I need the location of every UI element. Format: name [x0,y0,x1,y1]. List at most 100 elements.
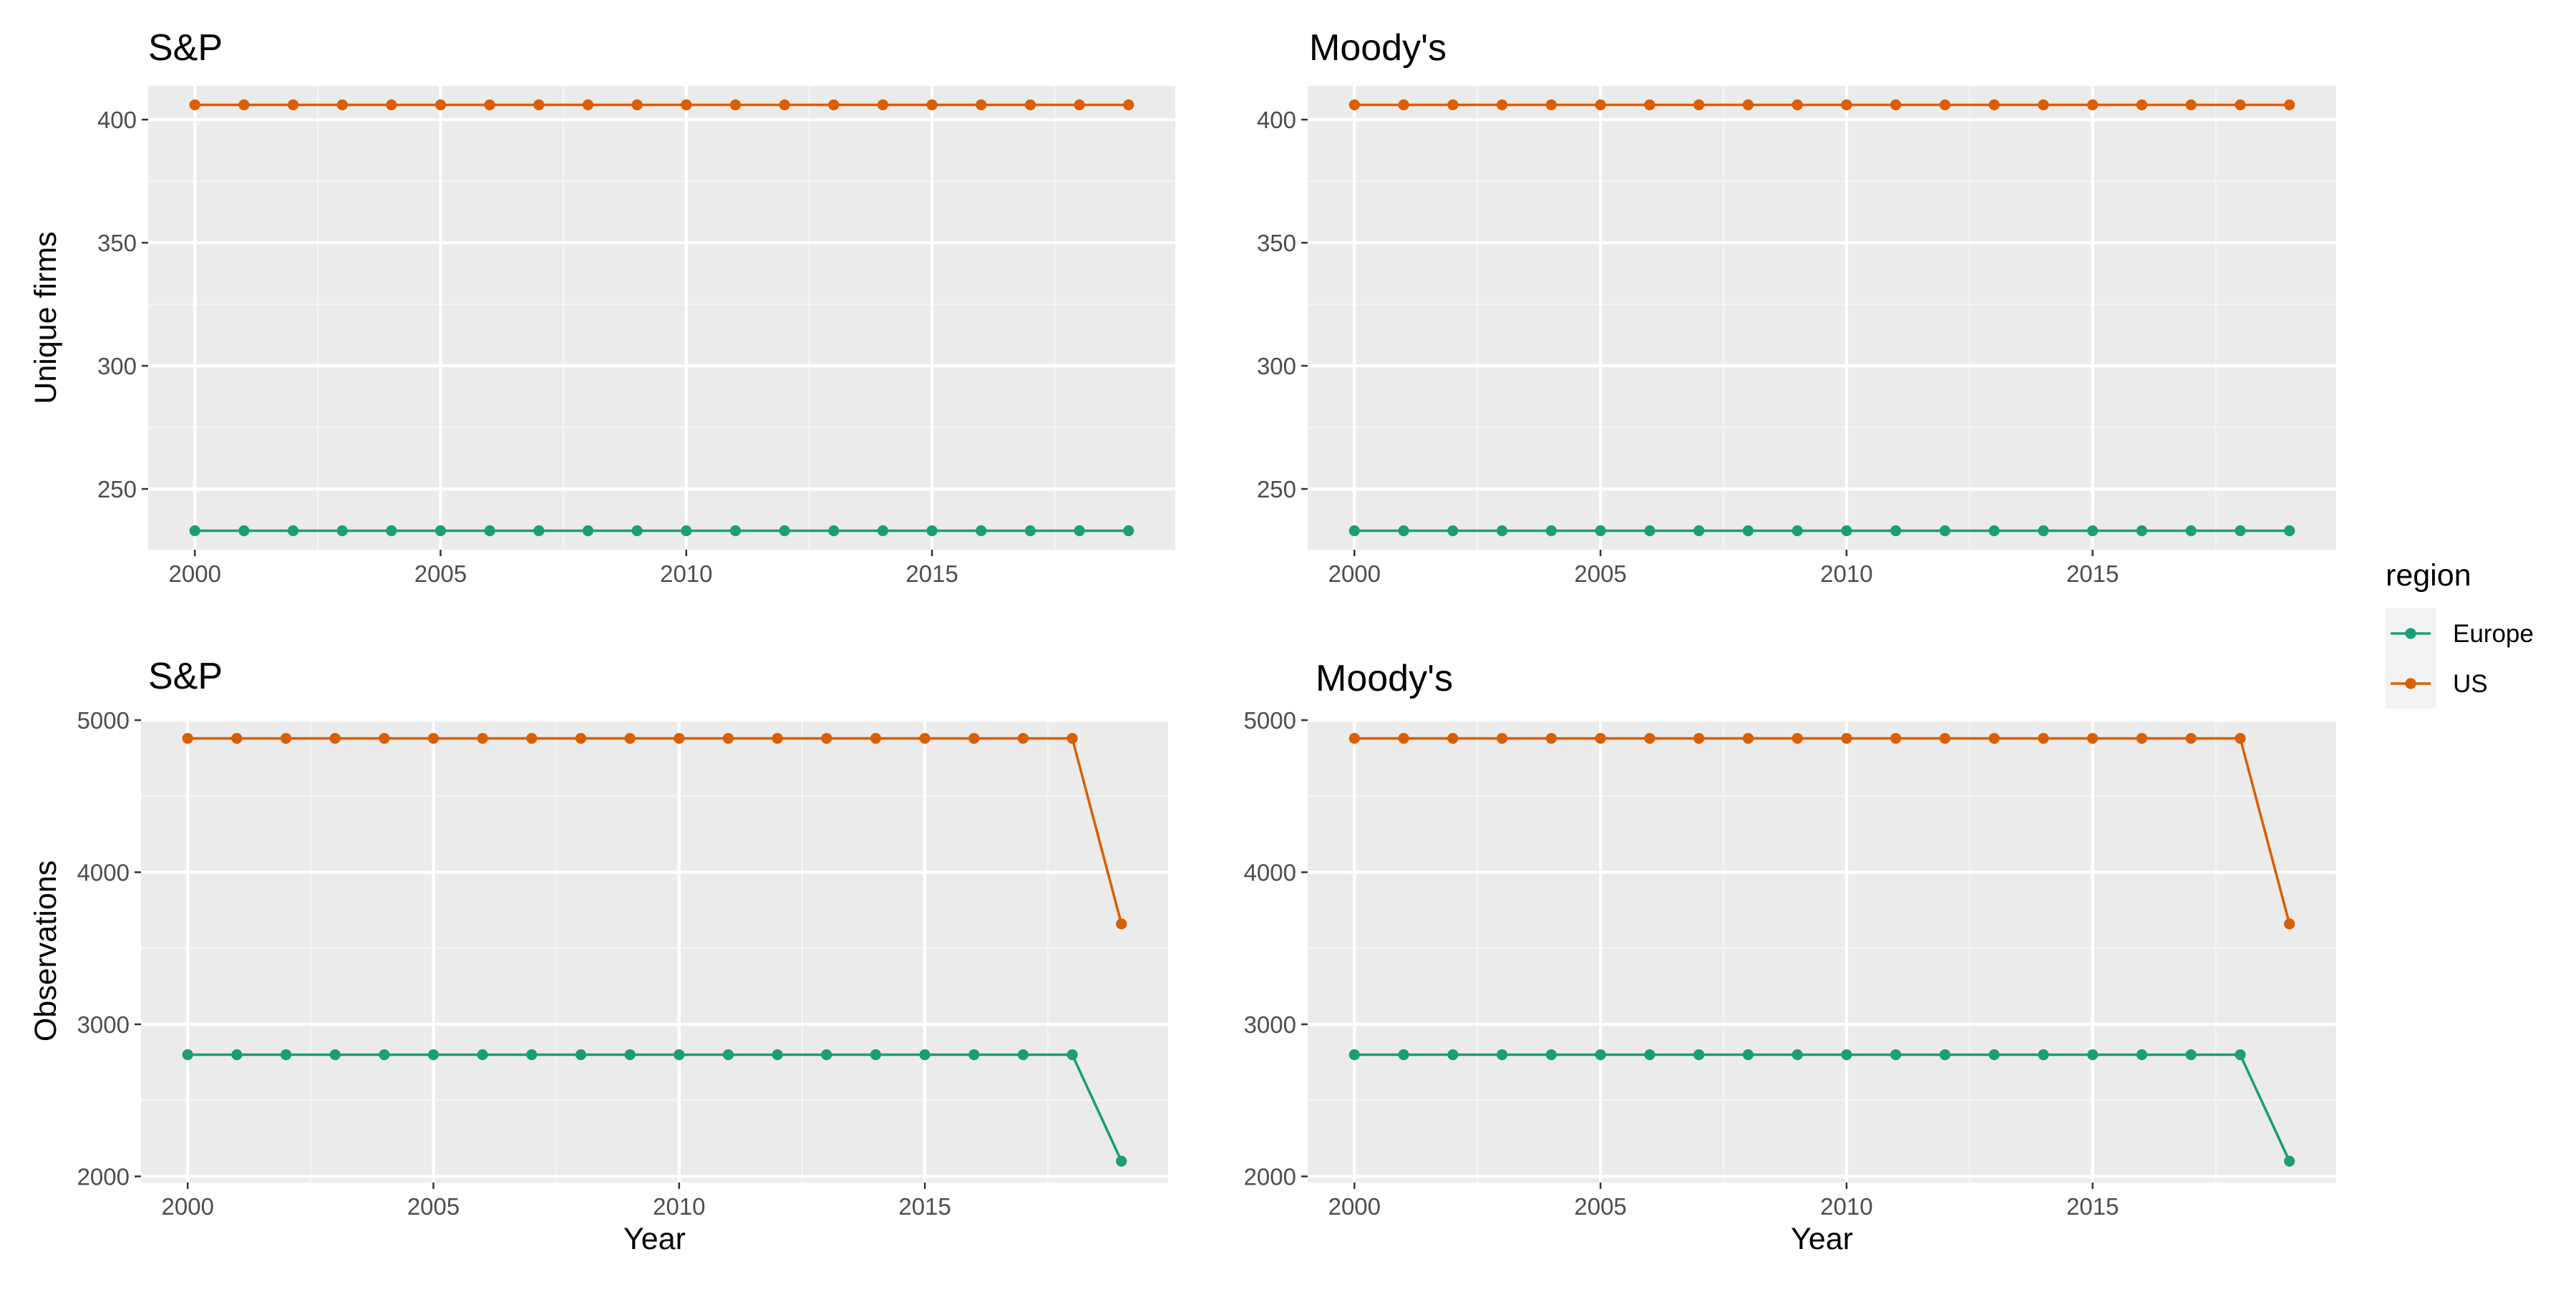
panel-title: Moody's [1309,27,1447,69]
legend-label: Europe [2453,620,2534,648]
data-point-europe [779,525,790,537]
series-line-europe [188,1053,1123,1162]
data-point-europe [1348,525,1360,537]
data-point-europe [2136,1049,2148,1061]
data-point-us [624,732,636,744]
data-point-us [821,732,832,744]
data-point-us [1496,732,1508,744]
x-tick-label: 2000 [1328,1193,1381,1220]
y-tick-label: 350 [97,230,137,256]
data-point-europe [976,525,987,537]
data-point-us [582,99,594,111]
data-point-europe [968,1049,980,1061]
data-point-europe [681,525,692,537]
x-tick-label: 2005 [1574,1193,1626,1220]
data-point-europe [1693,1049,1705,1061]
legend-label: US [2453,670,2488,698]
data-point-europe [2284,1155,2295,1167]
data-point-us [1074,99,1085,111]
data-point-us [1693,732,1705,744]
data-point-us [379,732,390,744]
y-tick-label: 4000 [1244,860,1296,886]
y-tick-label: 3000 [77,1011,130,1038]
data-point-us [1496,99,1508,111]
legend-key-point [2405,678,2416,689]
data-point-us [1123,99,1134,111]
data-point-us [1939,99,1950,111]
data-point-europe [1545,1049,1557,1061]
x-tick-label: 2005 [414,560,467,587]
data-point-europe [1939,1049,1950,1061]
data-point-us [484,99,495,111]
data-point-us [877,99,889,111]
data-point-europe [1644,525,1656,537]
data-point-us [526,732,538,744]
data-point-europe [1496,525,1508,537]
x-tick-label: 2005 [1574,560,1626,587]
data-point-europe [1116,1155,1127,1167]
data-point-europe [1792,525,1803,537]
data-point-us [2185,732,2197,744]
data-point-us [1841,732,1852,744]
data-point-europe [1496,1049,1508,1061]
data-point-us [1988,99,2000,111]
data-point-europe [722,1049,734,1061]
data-point-us [1348,99,1360,111]
data-point-europe [2185,525,2197,537]
y-tick-label: 5000 [77,707,130,734]
y-axis-title: Observations [29,860,63,1041]
data-point-us [722,732,734,744]
data-point-us [280,732,292,744]
data-point-europe [1939,525,1950,537]
data-point-us [1447,732,1459,744]
data-point-us [1066,732,1078,744]
data-point-europe [2038,525,2049,537]
x-tick-label: 2010 [660,560,712,587]
data-point-europe [1447,525,1459,537]
data-point-us [1116,918,1127,930]
data-point-us [1024,99,1036,111]
data-point-europe [1693,525,1705,537]
data-point-europe [729,525,742,537]
data-point-us [2087,732,2099,744]
data-point-europe [287,525,299,537]
data-point-us [631,99,643,111]
data-point-europe [231,1049,243,1061]
data-point-us [189,99,200,111]
data-point-europe [1988,1049,2000,1061]
data-point-europe [1595,1049,1606,1061]
data-point-europe [1890,525,1902,537]
panel-title: S&P [148,656,223,697]
data-point-europe [238,525,250,537]
data-point-us [2235,99,2246,111]
data-point-us [182,732,193,744]
x-tick-label: 2010 [653,1193,705,1220]
data-point-europe [2284,525,2295,537]
data-point-europe [434,525,447,537]
data-point-us [427,732,439,744]
y-tick-label: 400 [97,107,137,133]
data-point-europe [870,1049,882,1061]
legend-title: region [2386,558,2471,593]
y-tick-label: 5000 [1244,707,1296,734]
data-point-us [434,99,447,111]
data-point-europe [1644,1049,1656,1061]
data-point-europe [427,1049,439,1061]
data-point-us [287,99,299,111]
data-point-europe [336,525,348,537]
data-point-europe [2136,525,2148,537]
data-point-europe [2087,1049,2099,1061]
y-tick-label: 4000 [77,860,130,886]
data-point-us [1595,99,1606,111]
data-point-europe [2087,525,2099,537]
data-point-us [779,99,790,111]
data-point-us [2087,99,2099,111]
x-tick-label: 2000 [1328,560,1381,587]
data-point-us [238,99,250,111]
data-point-us [1890,732,1902,744]
y-tick-label: 300 [1257,353,1296,379]
x-tick-label: 2015 [2066,1193,2119,1220]
y-tick-label: 400 [1257,107,1296,133]
data-point-us [336,99,348,111]
